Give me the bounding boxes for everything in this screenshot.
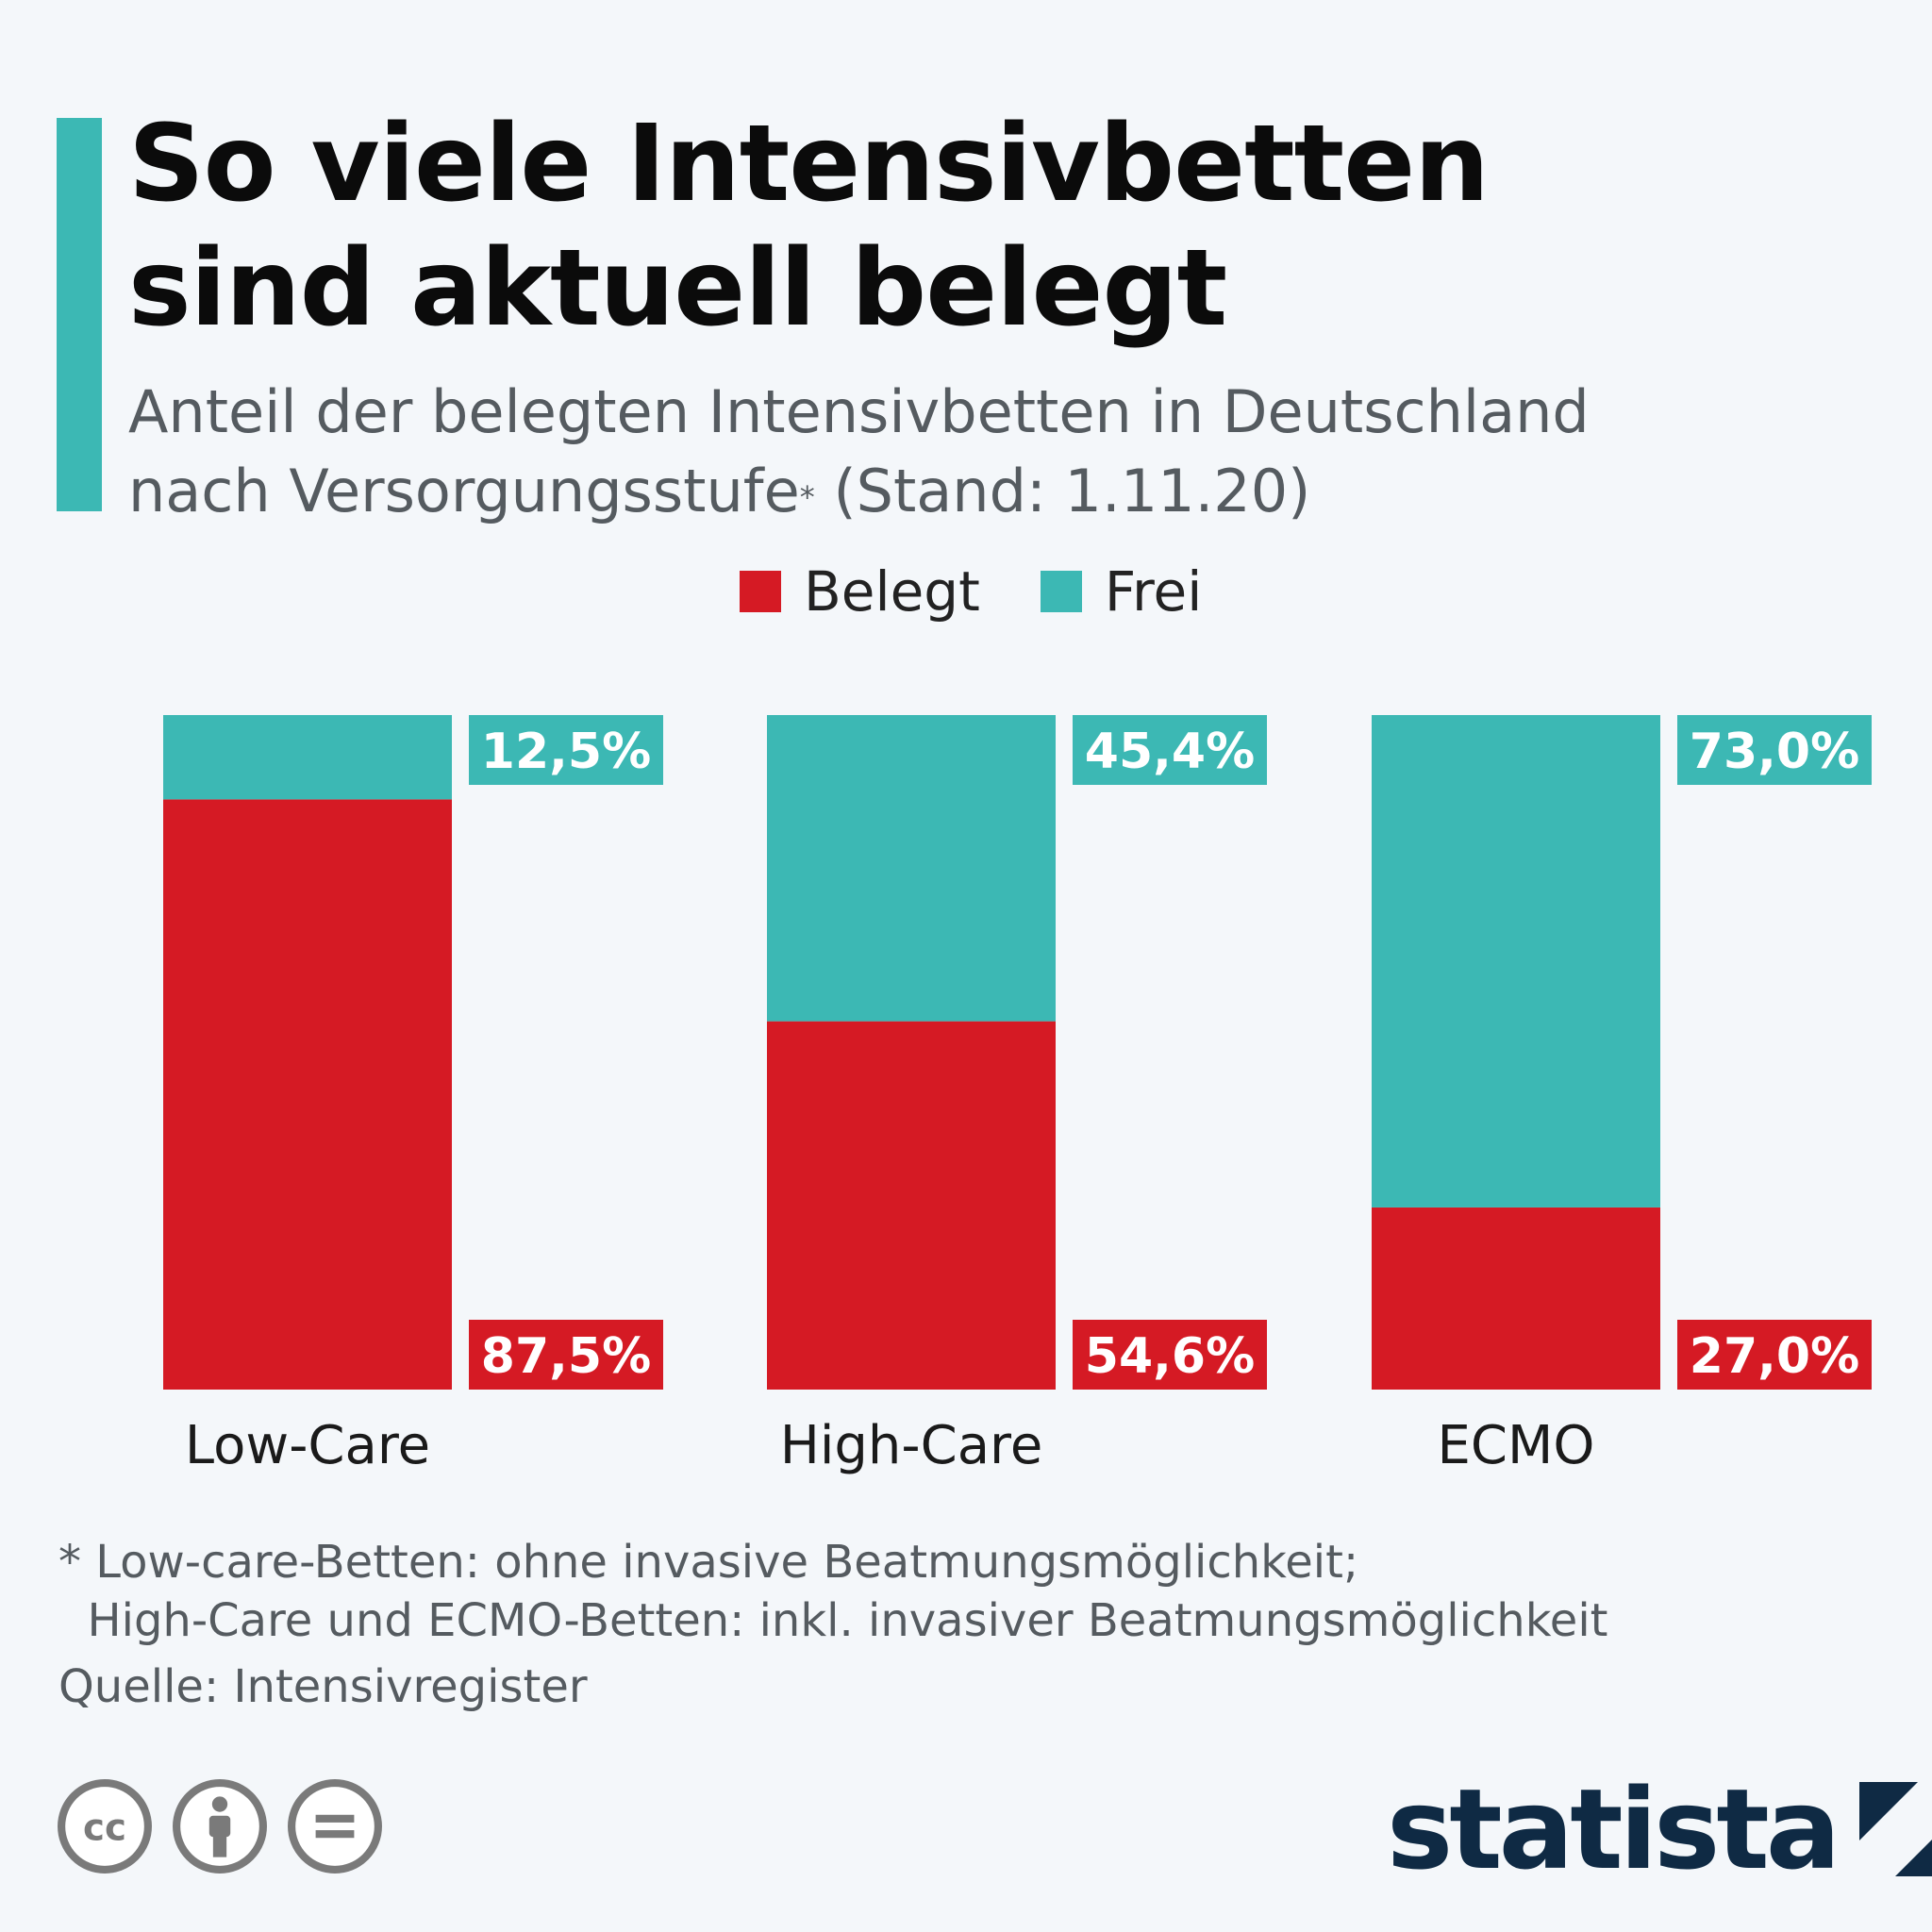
category-label-0: Low-Care	[185, 1415, 430, 1476]
legend-item-frei: Frei	[1040, 559, 1203, 624]
subtitle-line-2-post: (Stand: 1.11.20)	[814, 457, 1311, 525]
data-label-belegt-2: 27,0%	[1690, 1328, 1859, 1385]
bar-frei-1	[767, 715, 1056, 1022]
subtitle-line-2: nach Versorgungsstufe* (Stand: 1.11.20)	[128, 452, 1874, 531]
data-label-belegt-1: 54,6%	[1085, 1328, 1255, 1385]
no-derivatives-icon[interactable]	[287, 1778, 383, 1874]
data-label-frei-1: 45,4%	[1085, 724, 1255, 780]
category-label-1: High-Care	[780, 1415, 1043, 1476]
chart-title: So viele Intensivbetten sind aktuell bel…	[128, 102, 1826, 351]
data-label-frei-0-box	[469, 715, 663, 785]
accent-bar	[57, 118, 102, 511]
bar-belegt-2	[1372, 1207, 1660, 1390]
bar-belegt-1	[767, 1021, 1056, 1390]
stacked-bar-chart: 12,5% 87,5% Low-Care 45,4% 54,6% High-Care 73,…	[163, 715, 1872, 1476]
title-line-1: So viele Intensivbetten	[128, 103, 1490, 225]
svg-text:cc: cc	[83, 1807, 126, 1849]
bar-frei-2	[1372, 715, 1660, 1208]
footnote-line-1: * Low-care-Betten: ohne invasive Beatmun…	[58, 1536, 1359, 1589]
legend-label-belegt: Belegt	[804, 559, 980, 624]
data-label-frei-0: 12,5%	[481, 724, 651, 780]
data-label-belegt-1-box	[1073, 1320, 1267, 1390]
legend-item-belegt: Belegt	[740, 559, 980, 624]
legend-swatch-belegt	[740, 571, 781, 612]
legend: Belegt Frei	[740, 558, 1262, 625]
subtitle-line-1: Anteil der belegten Intensivbetten in De…	[128, 377, 1590, 446]
footnote: * Low-care-Betten: ohne invasive Beatmun…	[58, 1533, 1851, 1650]
bar-frei-0	[163, 715, 452, 800]
data-label-frei-1-box	[1073, 715, 1267, 785]
legend-swatch-frei	[1040, 571, 1082, 612]
subtitle-line-2-pre: nach Versorgungsstufe	[128, 457, 800, 525]
category-label-2: ECMO	[1438, 1415, 1595, 1476]
statista-logo-icon	[1859, 1782, 1932, 1876]
license-icons: cc	[57, 1778, 402, 1874]
data-label-frei-2: 73,0%	[1690, 724, 1859, 780]
data-label-belegt-0: 87,5%	[481, 1328, 651, 1385]
legend-label-frei: Frei	[1104, 559, 1203, 624]
brand-wordmark: statista	[1387, 1764, 1840, 1894]
data-label-belegt-0-box	[469, 1320, 663, 1390]
source-text: Quelle: Intensivregister	[58, 1660, 588, 1713]
title-line-2: sind aktuell belegt	[128, 227, 1227, 350]
cc-icon[interactable]: cc	[57, 1778, 153, 1874]
bar-belegt-0	[163, 799, 452, 1390]
footnote-line-2: High-Care und ECMO-Betten: inkl. invasiv…	[58, 1594, 1608, 1647]
subtitle-asterisk: *	[799, 479, 815, 515]
chart-subtitle: Anteil der belegten Intensivbetten in De…	[128, 373, 1874, 531]
data-label-frei-2-box	[1677, 715, 1872, 785]
statista-logo[interactable]: statista	[1387, 1764, 1932, 1894]
by-attribution-icon[interactable]	[172, 1778, 268, 1874]
data-label-belegt-2-box	[1677, 1320, 1872, 1390]
